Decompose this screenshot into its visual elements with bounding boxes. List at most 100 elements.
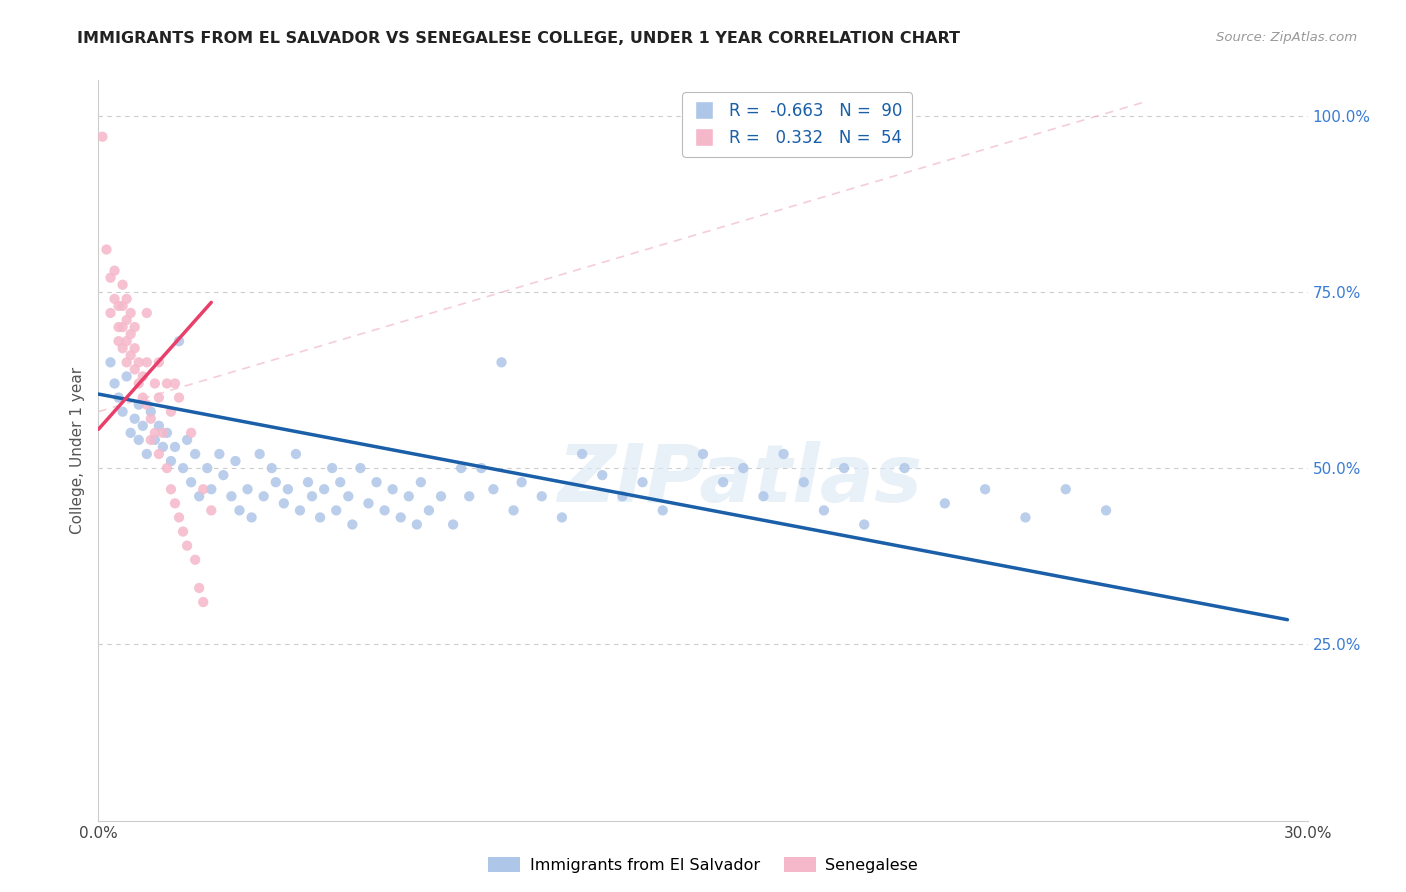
Point bbox=[124, 411, 146, 425]
Point bbox=[167, 391, 190, 405]
Point bbox=[100, 270, 122, 285]
Point bbox=[389, 510, 412, 524]
Point bbox=[135, 447, 157, 461]
Point bbox=[200, 503, 222, 517]
Point bbox=[221, 489, 243, 503]
Point bbox=[450, 461, 472, 475]
Legend: Immigrants from El Salvador, Senegalese: Immigrants from El Salvador, Senegalese bbox=[482, 851, 924, 880]
Point bbox=[96, 243, 118, 257]
Point bbox=[288, 503, 311, 517]
Point bbox=[139, 405, 162, 419]
Point bbox=[107, 320, 129, 334]
Point bbox=[260, 461, 283, 475]
Point bbox=[482, 482, 505, 496]
Point bbox=[156, 461, 179, 475]
Point bbox=[342, 517, 364, 532]
Point bbox=[301, 489, 323, 503]
Point bbox=[111, 341, 134, 355]
Point bbox=[441, 517, 464, 532]
Point bbox=[893, 461, 915, 475]
Point bbox=[249, 447, 271, 461]
Point bbox=[120, 306, 142, 320]
Point bbox=[120, 425, 142, 440]
Point bbox=[111, 320, 134, 334]
Point bbox=[115, 313, 138, 327]
Point bbox=[733, 461, 755, 475]
Point bbox=[184, 553, 207, 567]
Point bbox=[115, 334, 138, 348]
Point bbox=[530, 489, 553, 503]
Point bbox=[115, 355, 138, 369]
Point bbox=[591, 468, 613, 483]
Point bbox=[176, 539, 198, 553]
Point bbox=[612, 489, 634, 503]
Point bbox=[103, 263, 125, 277]
Point bbox=[195, 461, 218, 475]
Text: ZIPatlas: ZIPatlas bbox=[557, 441, 922, 519]
Point bbox=[128, 355, 150, 369]
Point bbox=[381, 482, 404, 496]
Point bbox=[405, 517, 427, 532]
Text: IMMIGRANTS FROM EL SALVADOR VS SENEGALESE COLLEGE, UNDER 1 YEAR CORRELATION CHAR: IMMIGRANTS FROM EL SALVADOR VS SENEGALES… bbox=[77, 31, 960, 46]
Point bbox=[314, 482, 336, 496]
Point bbox=[193, 482, 215, 496]
Point bbox=[337, 489, 360, 503]
Point bbox=[357, 496, 380, 510]
Point bbox=[284, 447, 307, 461]
Point bbox=[156, 376, 179, 391]
Point bbox=[470, 461, 492, 475]
Point bbox=[107, 334, 129, 348]
Point bbox=[1095, 503, 1118, 517]
Point bbox=[143, 425, 166, 440]
Point bbox=[100, 306, 122, 320]
Point bbox=[228, 503, 250, 517]
Point bbox=[103, 292, 125, 306]
Point bbox=[111, 405, 134, 419]
Point bbox=[115, 292, 138, 306]
Point bbox=[752, 489, 775, 503]
Point bbox=[934, 496, 956, 510]
Point bbox=[711, 475, 734, 490]
Legend: R =  -0.663   N =  90, R =   0.332   N =  54: R = -0.663 N = 90, R = 0.332 N = 54 bbox=[682, 92, 912, 157]
Point bbox=[111, 299, 134, 313]
Point bbox=[156, 425, 179, 440]
Point bbox=[132, 369, 155, 384]
Point bbox=[124, 320, 146, 334]
Point bbox=[398, 489, 420, 503]
Point bbox=[135, 398, 157, 412]
Point bbox=[1054, 482, 1077, 496]
Point bbox=[128, 433, 150, 447]
Point bbox=[103, 376, 125, 391]
Point bbox=[200, 482, 222, 496]
Point bbox=[212, 468, 235, 483]
Point bbox=[631, 475, 654, 490]
Point bbox=[115, 369, 138, 384]
Point bbox=[458, 489, 481, 503]
Point bbox=[148, 391, 170, 405]
Point bbox=[128, 398, 150, 412]
Point bbox=[100, 355, 122, 369]
Point bbox=[325, 503, 347, 517]
Point bbox=[502, 503, 524, 517]
Point bbox=[491, 355, 513, 369]
Point bbox=[974, 482, 997, 496]
Point bbox=[167, 510, 190, 524]
Point bbox=[135, 355, 157, 369]
Point bbox=[132, 391, 155, 405]
Point bbox=[236, 482, 259, 496]
Point bbox=[152, 440, 174, 454]
Point bbox=[208, 447, 231, 461]
Point bbox=[853, 517, 876, 532]
Point bbox=[1014, 510, 1036, 524]
Point bbox=[148, 418, 170, 433]
Point bbox=[163, 496, 186, 510]
Point bbox=[111, 277, 134, 292]
Point bbox=[152, 425, 174, 440]
Point bbox=[124, 362, 146, 376]
Point bbox=[409, 475, 432, 490]
Point bbox=[188, 581, 211, 595]
Point bbox=[510, 475, 533, 490]
Point bbox=[193, 595, 215, 609]
Point bbox=[107, 391, 129, 405]
Point bbox=[793, 475, 815, 490]
